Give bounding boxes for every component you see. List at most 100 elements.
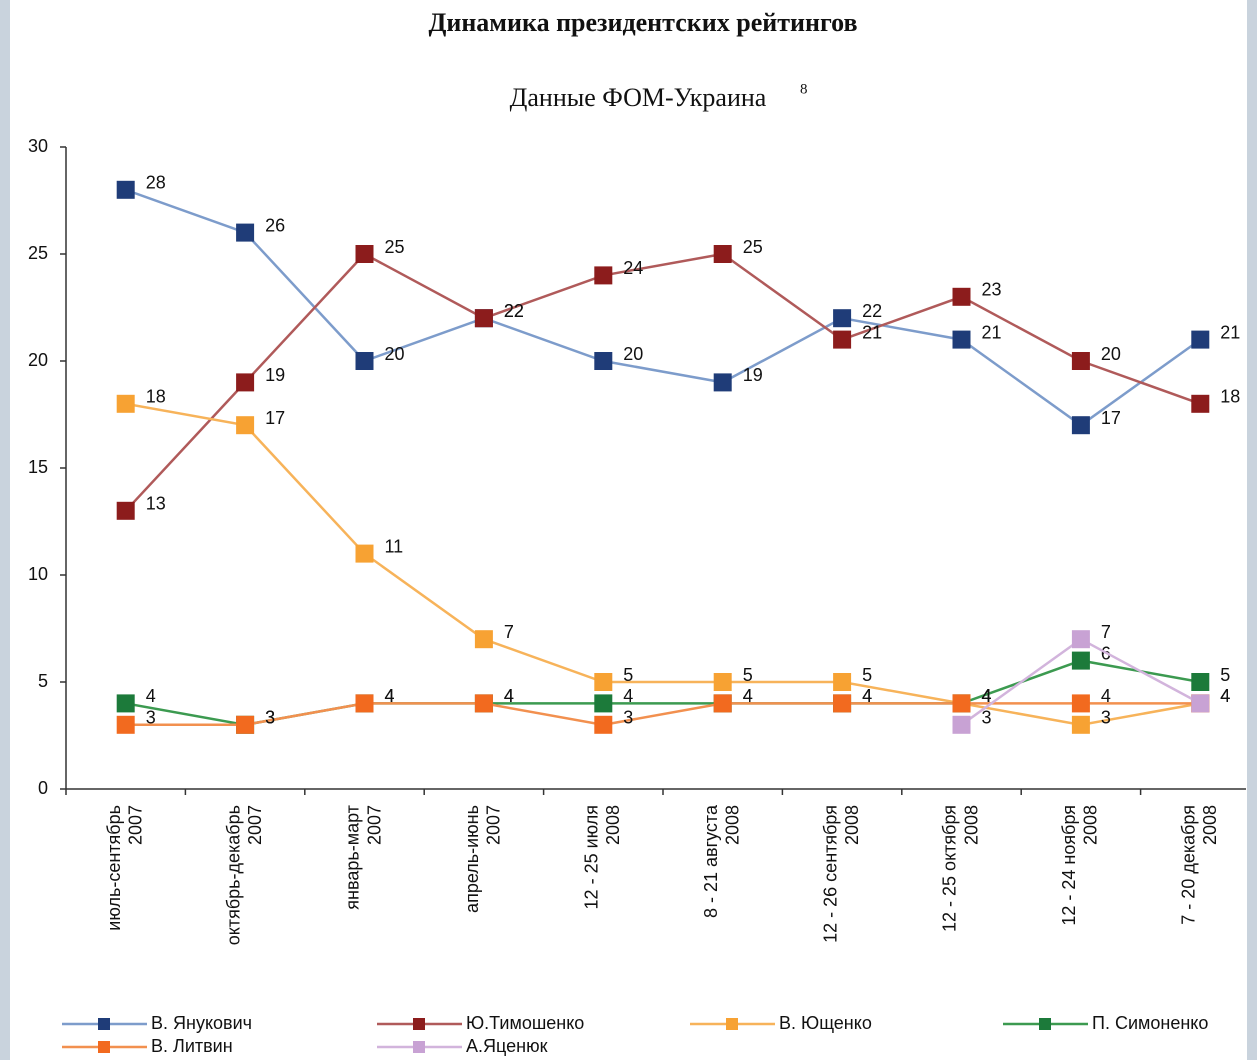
- data-label: 17: [1101, 408, 1121, 428]
- x-tick-label-line: 12 - 24 ноября: [1059, 805, 1079, 926]
- data-label: 3: [146, 708, 156, 728]
- x-tick-label-line: 2007: [364, 805, 384, 845]
- marker: [833, 694, 852, 713]
- data-label: 4: [504, 686, 514, 706]
- marker: [713, 245, 732, 263]
- marker: [1191, 694, 1210, 713]
- marker: [355, 245, 374, 263]
- data-label: 3: [265, 708, 275, 728]
- marker: [116, 694, 135, 713]
- marker: [236, 416, 255, 435]
- data-label: 13: [146, 494, 166, 514]
- chart-subtitle: Данные ФОМ-Украина: [510, 83, 767, 112]
- data-label: 4: [982, 686, 992, 706]
- x-tick-label: январь-март2007: [342, 805, 384, 910]
- x-tick-label: апрель-июнь2007: [462, 805, 504, 913]
- marker: [1071, 352, 1090, 370]
- marker: [1071, 416, 1090, 435]
- data-label: 5: [862, 665, 872, 685]
- data-label: 17: [265, 408, 285, 428]
- y-tick-label: 10: [28, 564, 48, 584]
- data-label: 18: [146, 387, 166, 407]
- legend-marker: [726, 1018, 738, 1030]
- legend-label: П. Симоненко: [1092, 1013, 1208, 1033]
- marker: [952, 694, 971, 713]
- marker: [1071, 694, 1090, 713]
- series-line: [125, 188, 1202, 427]
- x-tick-label-line: 2008: [603, 805, 623, 845]
- data-label: 4: [1220, 686, 1230, 706]
- data-label: 7: [1101, 622, 1111, 642]
- marker: [952, 330, 971, 349]
- marker: [1071, 651, 1090, 670]
- data-label: 3: [1101, 708, 1111, 728]
- data-label: 4: [1220, 686, 1230, 706]
- marker: [116, 715, 135, 734]
- marker: [594, 352, 613, 370]
- y-tick-label: 0: [38, 778, 48, 798]
- data-label: 21: [1220, 322, 1240, 342]
- data-label: 19: [743, 365, 763, 385]
- series-line: [124, 252, 1201, 512]
- marker: [952, 715, 971, 734]
- marker: [594, 673, 613, 691]
- data-label: 4: [623, 686, 633, 706]
- x-tick-label: июль-сентябрь2007: [104, 805, 146, 931]
- marker: [236, 373, 255, 392]
- marker: [355, 352, 374, 370]
- y-tick-label: 20: [28, 350, 48, 370]
- legend-label: А.Яценюк: [466, 1036, 548, 1056]
- x-tick-label: 8 - 21 августа2008: [701, 804, 743, 918]
- x-tick-label-line: 2008: [961, 805, 981, 845]
- legend-label: В. Янукович: [151, 1013, 252, 1033]
- series-line: [125, 402, 1201, 727]
- marker: [594, 715, 613, 734]
- data-label: 4: [982, 686, 992, 706]
- data-label: 4: [743, 686, 753, 706]
- data-label: 4: [862, 686, 872, 706]
- x-tick-label-line: 2007: [483, 805, 503, 845]
- marker: [952, 287, 971, 306]
- marker: [355, 694, 374, 713]
- marker: [1191, 673, 1210, 691]
- data-label: 22: [504, 301, 524, 321]
- data-label: 26: [265, 215, 285, 235]
- marker: [116, 501, 135, 520]
- data-label: 4: [862, 686, 872, 706]
- x-tick-label: 12 - 25 июля2008: [581, 805, 623, 909]
- x-tick-label-line: 12 - 25 октября: [939, 805, 959, 932]
- y-tick-label: 30: [28, 136, 48, 156]
- marker: [833, 330, 852, 349]
- marker: [474, 630, 493, 649]
- x-tick-label-line: 12 - 25 июля: [581, 805, 601, 909]
- marker: [355, 544, 374, 563]
- marker: [1191, 394, 1210, 413]
- data-label: 21: [982, 322, 1002, 342]
- x-tick-label-line: 12 - 26 сентября: [820, 805, 840, 943]
- data-label: 3: [265, 708, 275, 728]
- marker: [116, 394, 135, 413]
- data-label: 23: [982, 280, 1002, 300]
- marker: [594, 266, 613, 285]
- x-tick-label: 12 - 25 октября2008: [939, 805, 981, 932]
- data-label: 25: [385, 237, 405, 257]
- data-label: 5: [623, 665, 633, 685]
- data-label: 20: [623, 344, 643, 364]
- marker: [236, 715, 255, 734]
- data-label: 4: [1101, 686, 1111, 706]
- marker: [713, 694, 732, 713]
- x-tick-label: 12 - 24 ноября2008: [1059, 805, 1101, 926]
- x-tick-label-line: 2008: [842, 805, 862, 845]
- data-label: 22: [862, 301, 882, 321]
- x-tick-label-line: 2008: [722, 805, 742, 845]
- data-label: 25: [743, 237, 763, 257]
- marker: [474, 309, 493, 328]
- data-label: 20: [1101, 344, 1121, 364]
- x-tick-label-line: январь-март: [342, 805, 362, 910]
- y-tick-label: 15: [28, 457, 48, 477]
- marker: [1191, 330, 1210, 349]
- data-label: 21: [862, 322, 882, 342]
- legend-marker: [98, 1018, 110, 1030]
- marker: [236, 223, 255, 242]
- data-label: 4: [743, 686, 753, 706]
